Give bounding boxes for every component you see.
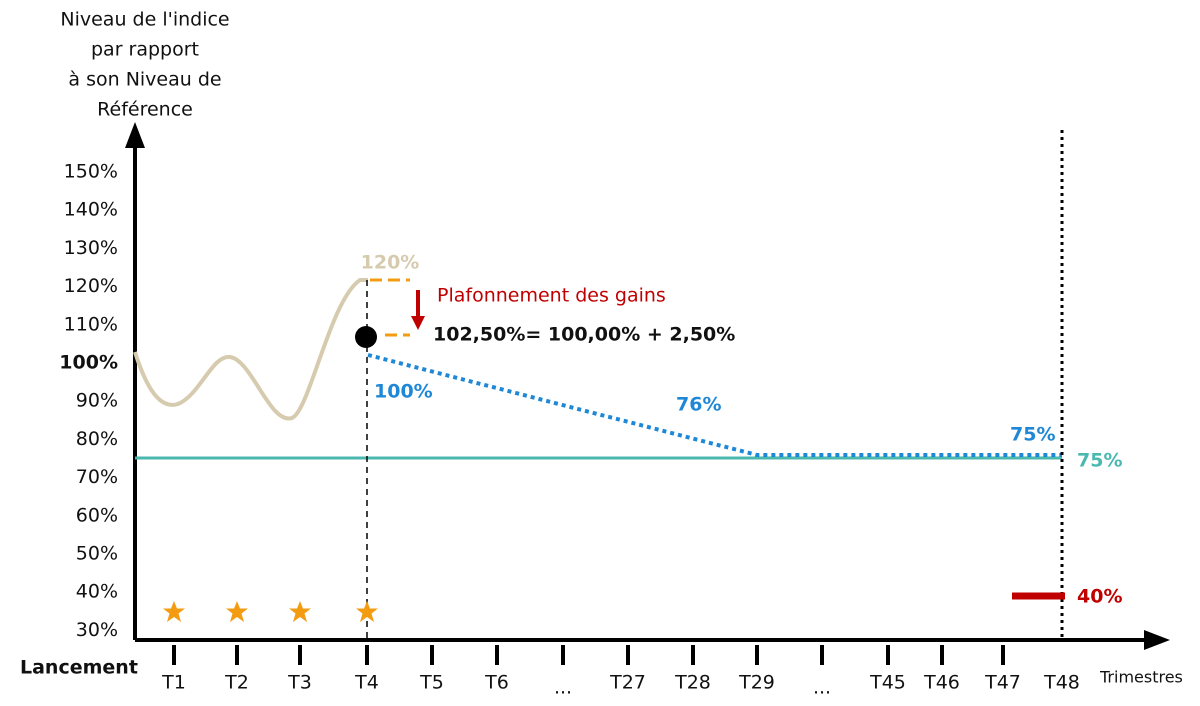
star	[289, 601, 311, 622]
barrier-label: 75%	[1010, 424, 1055, 446]
y-title-line: par rapport	[91, 39, 199, 61]
y-tick-label: 140%	[64, 199, 118, 221]
x-tick-label: T48	[1043, 672, 1080, 694]
x-ticks: T1 T2 T3 T4 T5 T6... T27 T28 T29... T45 T46 T47 T48	[161, 645, 1080, 699]
star	[163, 601, 185, 622]
x-tick-label: T45	[869, 672, 906, 694]
y-tick-label: 100%	[59, 352, 118, 374]
y-title-line: à son Niveau de	[68, 69, 221, 91]
capped-point	[355, 326, 377, 348]
y-title-line: Référence	[97, 99, 193, 121]
capital-barrier-label: 40%	[1077, 586, 1122, 608]
y-tick-label: 80%	[76, 428, 118, 450]
cap-title: Plafonnement des gains	[437, 285, 666, 307]
x-tick-label: T28	[674, 672, 711, 694]
observation-stars	[163, 601, 378, 622]
x-tick-label: T47	[984, 672, 1021, 694]
start-label: Lancement	[20, 657, 138, 679]
cap-arrow-head	[411, 316, 425, 330]
x-tick-label: T3	[287, 672, 312, 694]
x-axis-title: Trimestres	[1099, 668, 1183, 687]
autocall-barrier	[367, 353, 1062, 457]
x-tick-label: T5	[419, 672, 444, 694]
x-arrow	[1144, 630, 1170, 650]
star	[356, 601, 378, 622]
y-tick-label: 120%	[64, 275, 118, 297]
star	[226, 601, 248, 622]
x-tick-label: T2	[224, 672, 249, 694]
y-tick-label: 130%	[64, 237, 118, 259]
y-ticks: 150% 140% 130% 120% 110% 100% 90% 80% 70% 60% 50% 4…	[59, 161, 118, 641]
y-tick-label: 30%	[76, 619, 118, 641]
y-tick-label: 60%	[76, 504, 118, 526]
x-tick-label: T27	[609, 672, 646, 694]
y-tick-label: 70%	[76, 466, 118, 488]
y-axis-title: Niveau de l'indice par rapport à son Nivea…	[60, 9, 229, 121]
y-tick-label: 150%	[64, 161, 118, 183]
barrier-label: 100%	[374, 381, 433, 403]
x-tick-label: T46	[923, 672, 960, 694]
y-tick-label: 110%	[64, 313, 118, 335]
x-tick-label: ...	[554, 677, 572, 699]
x-tick-label: T1	[161, 672, 186, 694]
x-tick-label: ...	[813, 677, 831, 699]
index-path	[133, 278, 368, 421]
coupon-barrier-label: 75%	[1077, 450, 1122, 472]
barrier-label: 76%	[676, 394, 721, 416]
x-tick-label: T6	[484, 672, 509, 694]
cap-formula: 102,50%= 100,00% + 2,50%	[433, 324, 735, 346]
peak-label: 120%	[361, 252, 420, 274]
x-tick-label: T4	[354, 672, 379, 694]
y-tick-label: 40%	[76, 581, 118, 603]
x-tick-label: T29	[738, 672, 775, 694]
y-title-line: Niveau de l'indice	[60, 9, 229, 31]
y-tick-label: 50%	[76, 543, 118, 565]
y-arrow	[125, 122, 145, 148]
y-tick-label: 90%	[76, 390, 118, 412]
